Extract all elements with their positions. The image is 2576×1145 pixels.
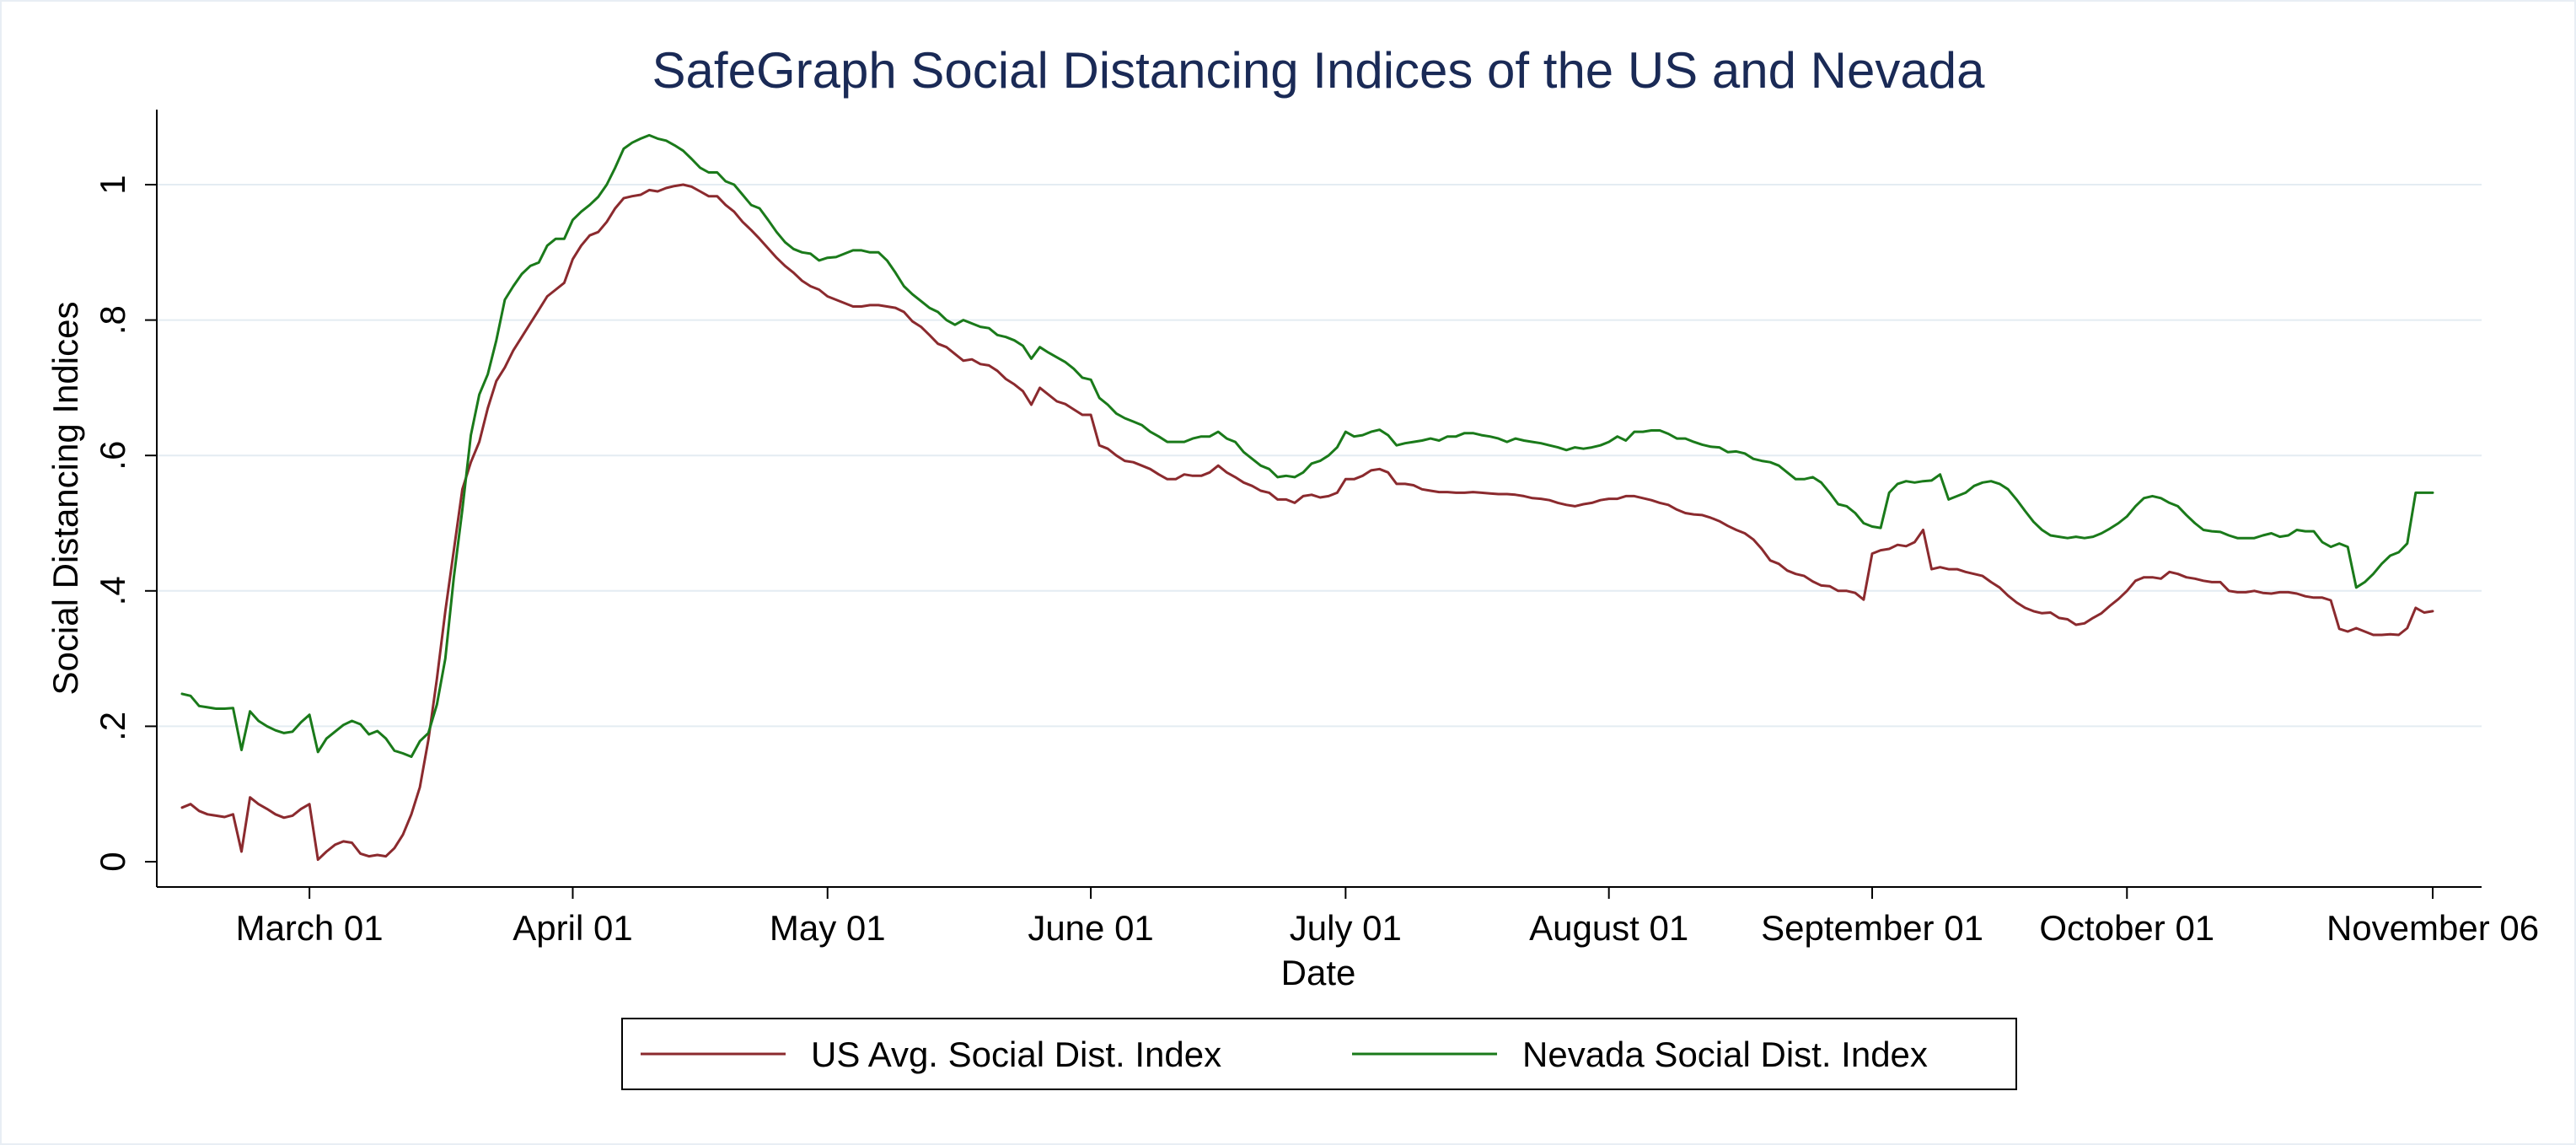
series-line-us [180, 183, 2434, 862]
x-tick-label-4: July 01 [1290, 908, 1402, 948]
x-axis-label: Date [1281, 953, 1356, 992]
x-tick-label-0: March 01 [236, 908, 384, 948]
y-tick-label-5: 1 [93, 175, 132, 194]
x-axis-ticks: March 01 April 01 May 01 June 01 July 01 Augu… [236, 887, 2539, 948]
x-tick-label-6: September 01 [1761, 908, 1983, 948]
legend-box [621, 1018, 2017, 1090]
x-tick-label-1: April 01 [513, 908, 632, 948]
y-axis-ticks: 0 .2 .4 .6 .8 1 [93, 175, 157, 872]
chart-title: SafeGraph Social Distancing Indices of t… [652, 42, 1986, 99]
y-axis-label: Social Distancing Indices [46, 302, 85, 696]
y-tick-label-0: 0 [93, 852, 132, 871]
x-tick-label-7: October 01 [2039, 908, 2214, 948]
x-tick-label-5: August 01 [1529, 908, 1688, 948]
x-tick-label-2: May 01 [770, 908, 886, 948]
series-line-nevada [180, 133, 2434, 758]
y-tick-label-2: .4 [93, 576, 132, 605]
y-tick-label-1: .2 [93, 712, 132, 741]
series-lines [180, 133, 2434, 862]
x-tick-label-3: June 01 [1028, 908, 1153, 948]
gridlines [157, 184, 2482, 728]
legend: US Avg. Social Dist. Index Nevada Social… [621, 1018, 2017, 1090]
y-tick-label-3: .6 [93, 441, 132, 470]
legend-label-nevada: Nevada Social Dist. Index [1522, 1035, 1928, 1074]
y-tick-label-4: .8 [93, 305, 132, 335]
x-tick-label-8: November 06 [2326, 908, 2539, 948]
legend-label-us: US Avg. Social Dist. Index [811, 1035, 1221, 1074]
